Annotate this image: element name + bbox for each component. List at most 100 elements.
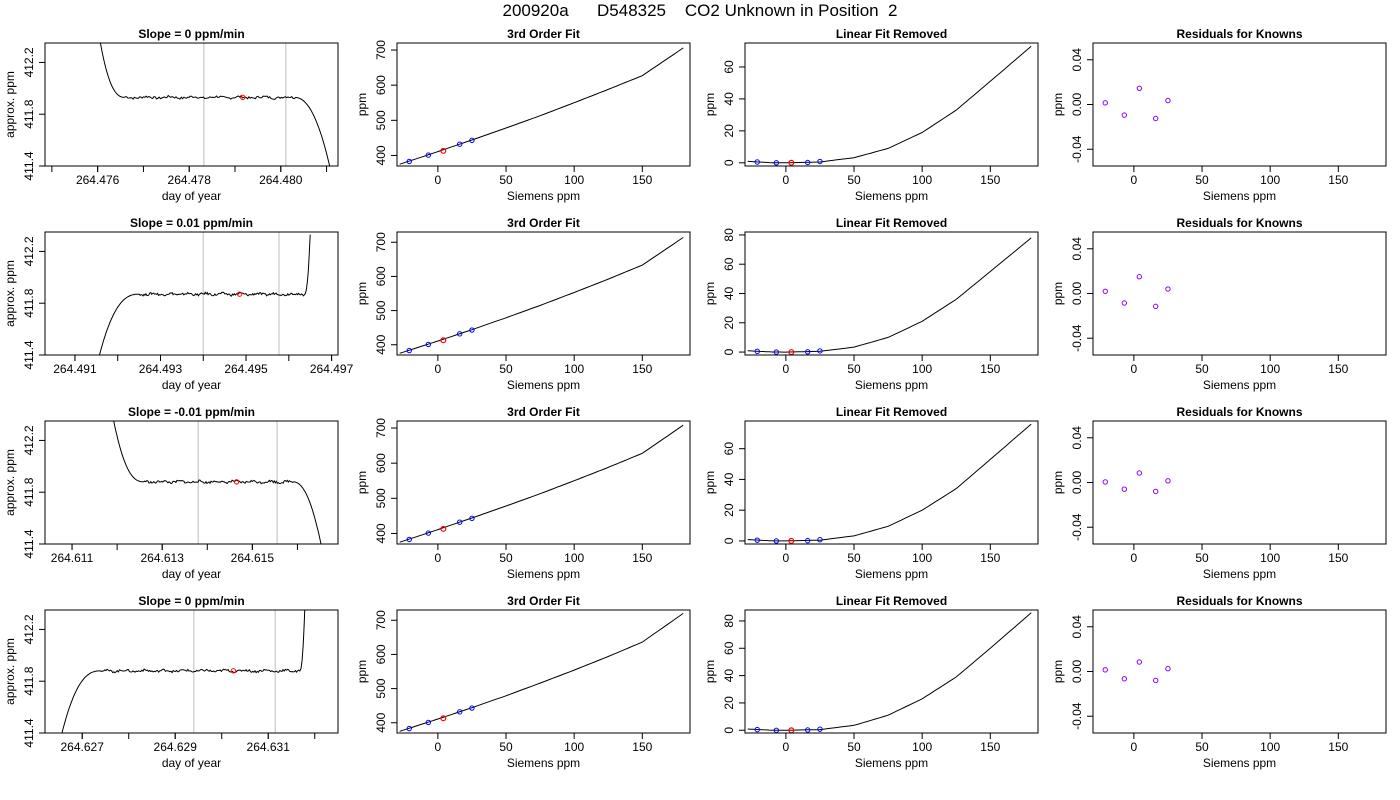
plot-frame [396,42,691,167]
y-tick-label: 20 [722,503,736,517]
y-tick-label: 412.2 [22,236,36,266]
known-point [804,159,811,166]
unknown-point [788,537,795,544]
plot-frame [744,609,1039,734]
unknown-point [788,159,795,166]
panel-title: Linear Fit Removed [836,405,947,419]
residual-point [1102,667,1108,673]
y-tick-label: 40 [722,669,736,683]
known-point [804,727,811,733]
panel-residuals-3: Residuals for Knowns Siemens ppm ppm 0 50 100… [1051,405,1387,581]
residual-point [1165,666,1171,672]
panel-linear-removed-4: Linear Fit Removed Siemens ppm ppm 0 50 100 15… [703,594,1039,770]
x-tick-label: 0 [783,551,790,565]
y-tick-label: 60 [722,641,736,655]
plot-area [61,610,306,733]
fit-curve [399,424,684,543]
y-tick-label: 0 [722,159,736,166]
residual-point [1121,300,1128,306]
y-tick-label: 400 [374,334,388,354]
x-tick-label: 264.478 [168,173,212,187]
y-tick-label: 0 [722,537,736,544]
x-tick-label: 150 [980,173,1000,187]
x-tick-label: 150 [1328,173,1348,187]
plot-area [747,423,1032,544]
y-tick-label: 500 [374,110,388,130]
y-tick-label: 20 [722,696,736,710]
plot-area [1102,274,1171,310]
known-point [406,725,412,732]
plot-frame [1092,231,1387,356]
x-tick-label: 150 [980,740,1000,754]
y-axis-label: ppm [355,93,369,116]
x-axis-label: day of year [162,378,221,392]
y-tick-label: 0.04 [1070,237,1084,261]
known-point [456,709,463,715]
known-point [469,705,475,711]
y-axis-label: ppm [355,660,369,683]
panel-time-series-3: Slope = -0.01 ppm/min day of year approx. … [3,405,339,581]
y-tick-label: 600 [374,75,388,95]
known-point [754,726,760,733]
y-tick-label: 600 [374,644,388,664]
time-series-line [99,43,331,166]
y-axis-label: ppm [1051,93,1065,116]
y-tick-label: 411.4 [22,718,36,747]
plot-frame [1092,609,1387,734]
residual-point [1165,478,1171,484]
fit-curve [399,47,684,165]
x-tick-label: 50 [847,740,861,754]
x-tick-label: 264.495 [224,362,268,376]
y-tick-label: 60 [722,257,736,271]
fit-curve [747,237,1032,353]
y-axis-label: ppm [1051,282,1065,305]
residual-point [1121,486,1128,492]
mean-point [230,668,237,674]
y-axis-label: ppm [355,471,369,494]
y-axis-label: ppm [1051,471,1065,494]
y-axis-label: approx. ppm [3,260,17,327]
x-tick-label: 50 [499,173,513,187]
panel-residuals-4: Residuals for Knowns Siemens ppm ppm 0 50 100… [1051,594,1387,770]
plot-area [399,612,684,732]
plot-frame [744,231,1039,356]
y-tick-label: 0.00 [1070,281,1084,305]
x-axis-label: Siemens ppm [1203,189,1276,203]
known-point [469,137,475,144]
plot-frame [1092,42,1387,167]
y-axis-label: approx. ppm [3,638,17,705]
known-point [456,141,463,147]
residual-point [1136,85,1143,91]
residual-point [1121,676,1128,682]
known-point [773,160,780,166]
x-axis-label: Siemens ppm [855,756,928,770]
x-tick-label: 0 [435,173,442,187]
x-tick-label: 264.476 [76,173,120,187]
residual-point [1165,97,1171,104]
x-tick-label: 264.613 [141,551,185,565]
residual-point [1102,288,1108,294]
plot-area [747,612,1032,733]
y-tick-label: 500 [374,300,388,320]
y-axis-label: ppm [703,660,717,683]
panel-title: Linear Fit Removed [836,27,947,41]
plot-frame [744,42,1039,167]
plot-area [399,424,684,543]
unknown-point [440,525,447,532]
y-tick-label: 500 [374,488,388,508]
y-tick-label: 400 [374,145,388,165]
panel-title: 3rd Order Fit [507,594,580,608]
x-tick-label: 264.615 [231,551,275,565]
known-point [817,536,823,543]
y-tick-label: 411.8 [22,99,36,128]
x-axis-label: Siemens ppm [507,567,580,581]
plot-frame [44,231,339,356]
panel-title: 3rd Order Fit [507,27,580,41]
residual-point [1152,115,1159,122]
x-tick-label: 100 [564,362,584,376]
known-point [754,348,760,355]
fit-curve [747,45,1032,164]
y-tick-label: 40 [722,92,736,106]
panel-residuals-1: Residuals for Knowns Siemens ppm ppm 0 50 100… [1051,27,1387,203]
